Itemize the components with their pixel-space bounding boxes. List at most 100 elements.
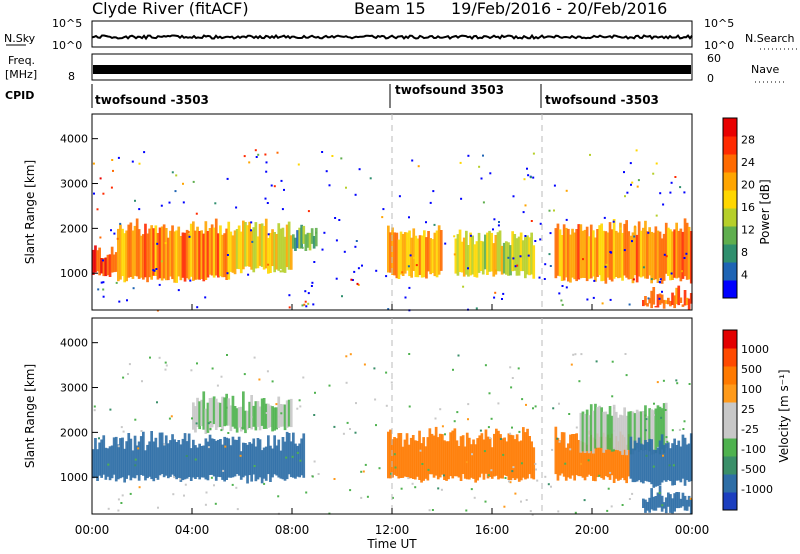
- velocity-cell-speck: [487, 426, 490, 429]
- power-cell: [456, 234, 460, 276]
- power-cell-speck: [589, 153, 591, 156]
- power-cell-speck: [467, 154, 470, 157]
- velocity-cell-speck: [374, 398, 377, 401]
- velocity-cell-speck: [207, 446, 210, 449]
- velocity-cell-speck: [271, 380, 274, 383]
- power-cell-speck: [548, 253, 551, 256]
- power-cell: [625, 220, 628, 278]
- velocity-cell-speck: [117, 498, 120, 501]
- power-cell-speck: [160, 204, 163, 207]
- velocity-cell: [233, 406, 237, 429]
- power-colorbar-frame: [722, 117, 738, 299]
- power-cell-speck: [409, 254, 412, 257]
- power-cell: [458, 229, 462, 272]
- velocity-cell: [210, 397, 214, 428]
- velocity-cell-speck: [682, 428, 685, 430]
- velocity-cell-speck: [184, 483, 187, 486]
- velocity-cell: [664, 443, 668, 482]
- velocity-cell-speck: [179, 478, 182, 481]
- velocity-cell: [554, 426, 558, 475]
- velocity-cell-speck: [509, 366, 512, 369]
- velocity-cell: [441, 434, 444, 475]
- power-cell-speck: [171, 171, 174, 174]
- velocity-cell: [183, 433, 187, 480]
- velocity-cell-speck: [120, 502, 123, 504]
- velocity-cell: [135, 445, 139, 476]
- velocity-cell-speck: [275, 403, 278, 406]
- velocity-cell: [219, 402, 222, 427]
- velocity-cell-speck: [644, 429, 647, 432]
- velocity-colorbar-tick: -100: [741, 443, 766, 456]
- power-cell: [160, 226, 164, 281]
- velocity-cell: [260, 398, 264, 426]
- power-cell: [267, 237, 270, 274]
- power-cell-speck: [592, 296, 595, 299]
- x-tick-label: 08:00: [275, 523, 310, 537]
- power-cell-speck: [92, 162, 95, 165]
- y-tick-label: 2000: [60, 222, 88, 235]
- power-cell: [401, 234, 405, 276]
- velocity-cell: [602, 411, 606, 453]
- power-cell-speck: [110, 229, 112, 232]
- velocity-cell-speck: [607, 487, 610, 490]
- velocity-cell-speck: [465, 509, 468, 512]
- power-cell: [169, 230, 172, 277]
- power-cell-speck: [304, 290, 307, 293]
- power-cell: [575, 229, 578, 282]
- power-cell: [117, 228, 120, 282]
- cpid-panel: CPID twofsound -3503 twofsound 3503 twof…: [5, 83, 659, 108]
- velocity-cell: [206, 402, 210, 433]
- velocity-cell: [614, 411, 618, 450]
- power-cell: [225, 228, 228, 280]
- power-cell: [204, 221, 208, 280]
- velocity-cell-speck: [574, 511, 577, 514]
- velocity-cell-speck: [499, 438, 502, 440]
- velocity-cell: [194, 445, 197, 479]
- power-cell-speck: [624, 195, 626, 198]
- velocity-cell: [169, 440, 172, 477]
- nave-band: [93, 65, 691, 74]
- velocity-cell-speck: [305, 491, 308, 494]
- power-cell: [250, 229, 253, 270]
- velocity-cell: [671, 498, 674, 514]
- velocity-cell: [98, 442, 101, 476]
- power-cell-speck: [250, 229, 252, 232]
- velocity-cell-speck: [598, 474, 601, 477]
- velocity-cell-speck: [127, 373, 129, 375]
- velocity-cell: [269, 445, 272, 482]
- velocity-cell-speck: [408, 405, 411, 408]
- power-cell: [496, 232, 500, 272]
- power-cell-speck: [138, 208, 141, 211]
- power-cell: [427, 231, 430, 272]
- power-cell-speck: [417, 165, 420, 168]
- power-cell: [679, 228, 683, 282]
- power-cell-speck: [257, 153, 260, 156]
- velocity-cell: [513, 439, 517, 480]
- velocity-cell-speck: [385, 371, 388, 374]
- velocity-cell: [264, 446, 268, 481]
- power-cell-speck: [527, 254, 530, 257]
- power-colorbar-tick: 24: [741, 156, 755, 169]
- velocity-cell: [156, 447, 160, 480]
- power-cell-speck: [408, 216, 410, 219]
- power-cell-speck: [561, 285, 564, 287]
- power-cell-speck: [619, 227, 622, 230]
- velocity-cell: [648, 408, 651, 452]
- velocity-cell-speck: [314, 391, 316, 394]
- velocity-cell: [675, 445, 678, 481]
- power-cell: [414, 235, 418, 278]
- velocity-cell-speck: [665, 436, 668, 439]
- velocity-cell-speck: [278, 415, 281, 418]
- velocity-cell: [612, 447, 616, 483]
- velocity-cell: [192, 439, 195, 478]
- power-cell-speck: [276, 151, 279, 154]
- power-cell: [602, 230, 606, 281]
- power-cell: [650, 290, 653, 309]
- velocity-cell: [233, 439, 237, 477]
- velocity-cell: [227, 398, 231, 426]
- power-cell-speck: [267, 233, 270, 236]
- velocity-cell-speck: [391, 496, 394, 499]
- velocity-cell-speck: [488, 392, 491, 395]
- velocity-cell-speck: [349, 428, 351, 430]
